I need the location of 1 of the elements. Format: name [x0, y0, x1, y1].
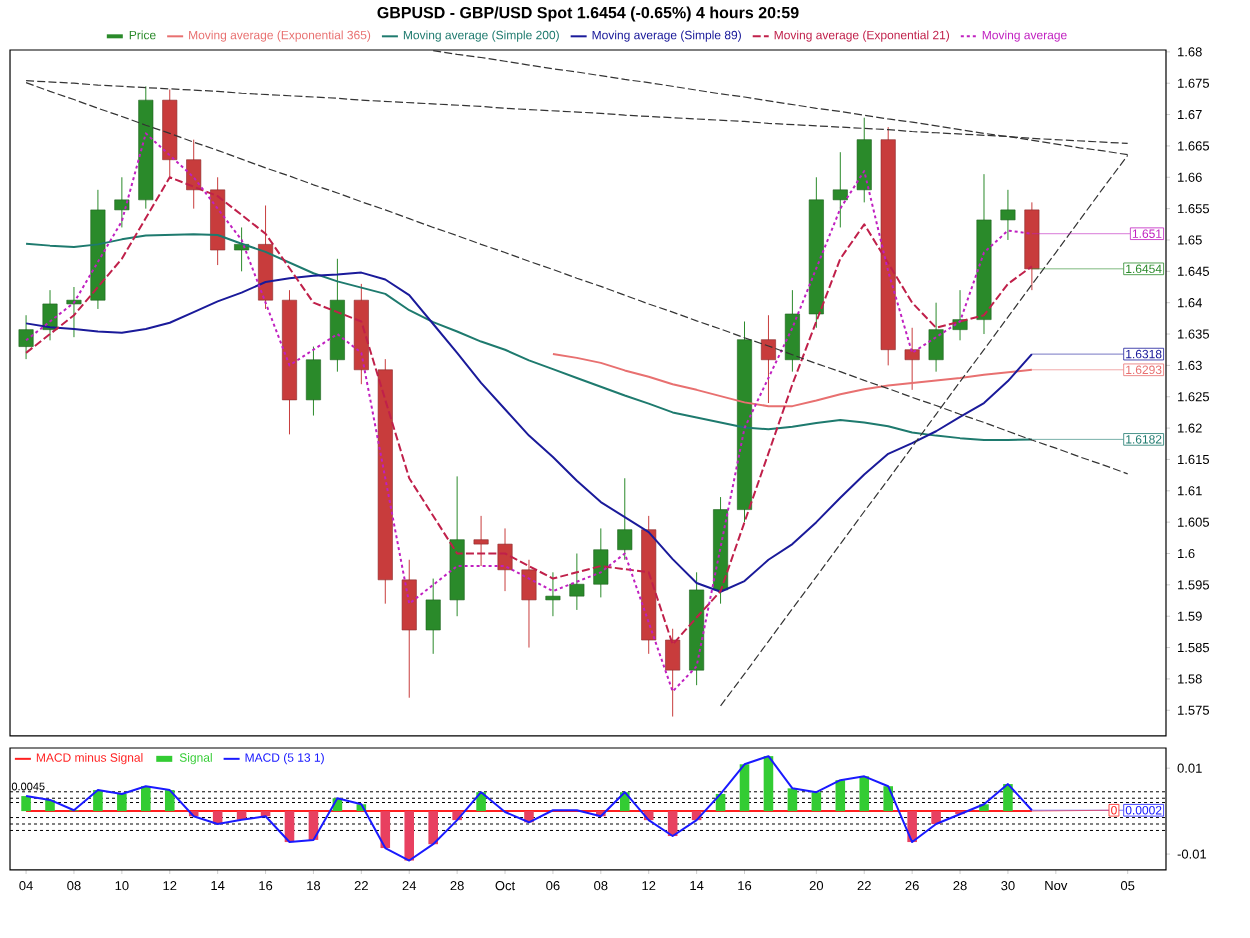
chart-title: GBPUSD - GBP/USD Spot 1.6454 (-0.65%) 4 hours 20:59 — [377, 6, 799, 22]
